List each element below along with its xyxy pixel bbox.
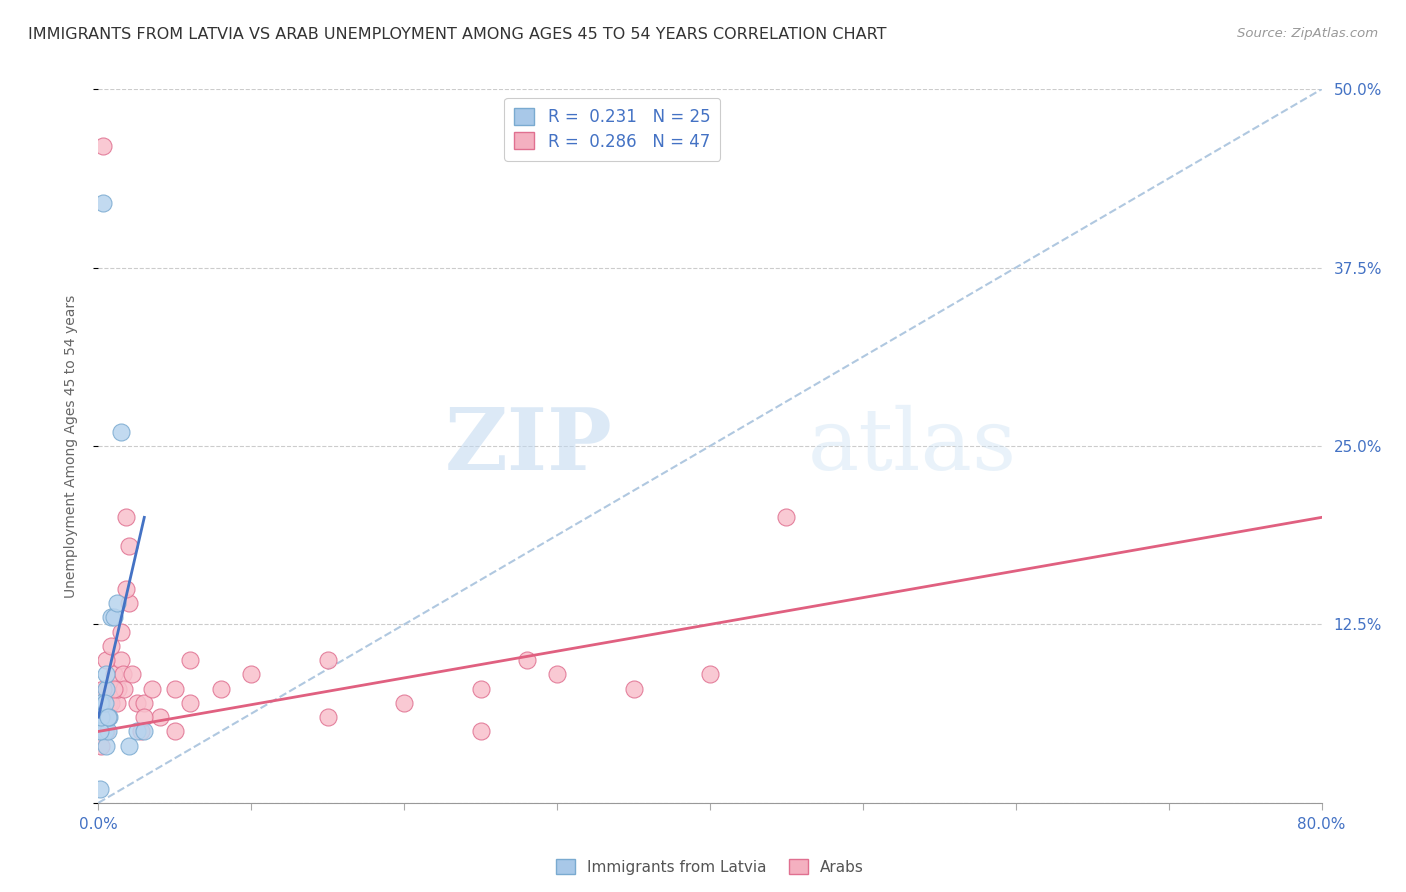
Point (103, 681, 125, 696)
Point (98, 710, 121, 724)
Point (90, 739, 112, 753)
Point (209, 681, 232, 696)
Point (91, 710, 114, 724)
Point (105, 696, 128, 710)
Point (100, 639, 122, 653)
Point (93, 696, 115, 710)
Text: atlas: atlas (808, 404, 1017, 488)
Point (93, 710, 115, 724)
Point (125, 724, 148, 739)
Point (98, 696, 121, 710)
Point (94, 739, 117, 753)
Point (129, 724, 152, 739)
Point (118, 596, 141, 610)
Legend: Immigrants from Latvia, Arabs: Immigrants from Latvia, Arabs (550, 853, 870, 880)
Point (163, 724, 186, 739)
Text: Source: ZipAtlas.com: Source: ZipAtlas.com (1237, 27, 1378, 40)
Point (240, 667, 263, 681)
Point (110, 425, 132, 439)
Point (91, 196, 114, 211)
Point (115, 510, 138, 524)
Y-axis label: Unemployment Among Ages 45 to 54 years: Unemployment Among Ages 45 to 54 years (63, 294, 77, 598)
Point (89, 781, 111, 796)
Point (93, 724, 115, 739)
Point (97, 710, 120, 724)
Point (179, 653, 201, 667)
Point (107, 681, 129, 696)
Point (94, 681, 117, 696)
Point (110, 624, 132, 639)
Text: ZIP: ZIP (444, 404, 612, 488)
Point (134, 696, 156, 710)
Point (103, 667, 125, 681)
Point (97, 724, 120, 739)
Text: IMMIGRANTS FROM LATVIA VS ARAB UNEMPLOYMENT AMONG AGES 45 TO 54 YEARS CORRELATIO: IMMIGRANTS FROM LATVIA VS ARAB UNEMPLOYM… (28, 27, 887, 42)
Point (94, 724, 117, 739)
Point (118, 539, 141, 553)
Point (94, 667, 117, 681)
Point (100, 610, 122, 624)
Point (111, 667, 134, 681)
Point (90, 710, 112, 724)
Point (112, 681, 135, 696)
Point (100, 696, 122, 710)
Point (91, 139, 114, 153)
Point (392, 696, 416, 710)
Point (546, 667, 568, 681)
Point (93, 710, 115, 724)
Point (470, 681, 492, 696)
Point (91, 681, 114, 696)
Point (134, 724, 156, 739)
Point (125, 696, 148, 710)
Point (623, 681, 645, 696)
Point (699, 667, 721, 681)
Point (91, 724, 114, 739)
Point (90, 724, 112, 739)
Point (103, 610, 125, 624)
Point (101, 681, 124, 696)
Point (94, 653, 117, 667)
Point (316, 653, 339, 667)
Point (516, 653, 538, 667)
Point (179, 696, 201, 710)
Point (316, 710, 339, 724)
Point (110, 653, 132, 667)
Point (115, 582, 138, 596)
Point (118, 739, 141, 753)
Point (89, 696, 111, 710)
Point (134, 710, 156, 724)
Point (89, 724, 111, 739)
Point (163, 681, 186, 696)
Point (149, 710, 172, 724)
Point (470, 724, 492, 739)
Point (141, 681, 163, 696)
Point (91, 724, 114, 739)
Point (105, 596, 128, 610)
Point (121, 667, 143, 681)
Point (97, 710, 120, 724)
Point (90, 696, 112, 710)
Point (775, 510, 797, 524)
